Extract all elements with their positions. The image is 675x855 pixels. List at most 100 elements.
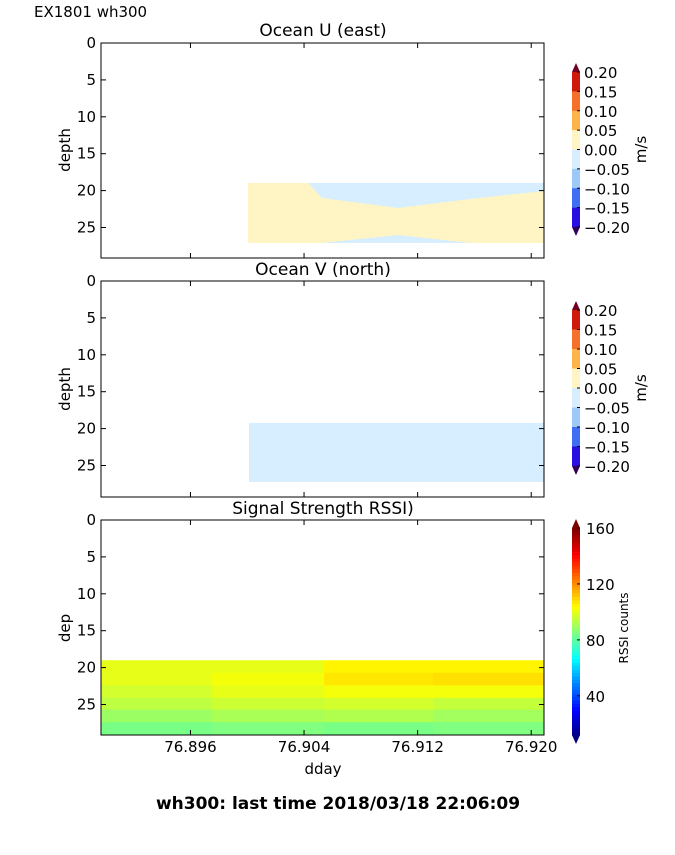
colorbar-tick-label: −0.15 xyxy=(584,200,630,218)
colorbar-band xyxy=(572,731,580,736)
colorbar-band xyxy=(572,717,580,722)
colorbar-extend-bottom xyxy=(572,735,580,744)
panel-ocean-u: Ocean U (east) depth xyxy=(56,21,545,259)
y-tick-label: 5 xyxy=(86,71,96,89)
colorbar-band xyxy=(572,600,580,605)
y-tick-label: 15 xyxy=(77,145,96,163)
colorbar-band xyxy=(572,579,580,584)
heatmap-cell xyxy=(433,660,545,674)
y-tick-label: 5 xyxy=(86,548,96,566)
colorbar-band xyxy=(572,572,580,577)
colorbar-tick-label: −0.05 xyxy=(584,161,630,179)
colorbar-tick-label: 0.10 xyxy=(584,341,617,359)
colorbar-band xyxy=(572,349,580,369)
colorbar-tick-label: 0.00 xyxy=(584,380,617,398)
colorbar-label: m/s xyxy=(632,374,650,402)
heatmap-cell xyxy=(101,685,213,699)
contour-region-neg0.05-to-0 xyxy=(249,423,544,482)
x-tick-label: 76.912 xyxy=(391,738,444,756)
colorbar-band xyxy=(572,388,580,408)
y-tick-label: 20 xyxy=(77,659,96,677)
colorbar-band xyxy=(572,130,580,150)
colorbar-tick-label: −0.05 xyxy=(584,400,630,418)
y-axis-label: depth xyxy=(56,128,74,172)
heatmap-cell xyxy=(433,722,545,735)
heatmap-cell xyxy=(323,660,434,674)
y-tick-label: 15 xyxy=(77,622,96,640)
y-tick-label: 10 xyxy=(77,346,96,364)
heatmap-cell xyxy=(211,685,325,699)
colorbar-band xyxy=(572,714,580,719)
colorbar-band xyxy=(572,676,580,681)
colorbar-band xyxy=(572,207,580,228)
x-tick-label: 76.896 xyxy=(164,738,217,756)
heatmap-cell xyxy=(323,722,434,735)
colorbar-extend-bottom xyxy=(572,227,580,236)
heatmap-cell xyxy=(433,697,545,711)
colorbar-tick-label: 40 xyxy=(586,688,605,706)
colorbar-band xyxy=(572,614,580,619)
heatmap-cell xyxy=(101,697,213,711)
colorbar-band xyxy=(572,446,580,467)
x-axis-label: dday xyxy=(304,760,341,778)
colorbar-band xyxy=(572,631,580,636)
colorbar-tick-label: −0.15 xyxy=(584,439,630,457)
colorbar-band xyxy=(572,672,580,677)
heatmap-cell xyxy=(101,672,213,686)
colorbar-band xyxy=(572,693,580,698)
y-tick-label: 15 xyxy=(77,383,96,401)
plot-frame xyxy=(100,280,545,498)
colorbar-band xyxy=(572,538,580,543)
y-tick-label: 0 xyxy=(86,511,96,529)
colorbar-band xyxy=(572,690,580,695)
colorbar-band xyxy=(572,603,580,608)
y-tick-label: 25 xyxy=(77,696,96,714)
heatmap-cell xyxy=(101,660,213,674)
x-tick-label: 76.920 xyxy=(505,738,558,756)
colorbar-band xyxy=(572,628,580,632)
colorbar-band xyxy=(572,427,580,447)
heatmap-cell xyxy=(433,672,545,686)
y-tick-label: 10 xyxy=(77,585,96,603)
y-tick-label: 20 xyxy=(77,420,96,438)
colorbar-band xyxy=(572,590,580,595)
y-tick-label: 25 xyxy=(77,219,96,237)
heatmap-cell xyxy=(323,685,434,699)
colorbar-band xyxy=(572,565,580,570)
contour-region-neg0.05-to-0-upper xyxy=(308,183,544,208)
colorbar-tick-label: 160 xyxy=(586,520,615,538)
colorbar-band xyxy=(572,576,580,581)
colorbar-band xyxy=(572,91,580,112)
colorbar-band xyxy=(572,310,580,330)
colorbar-band xyxy=(572,110,580,131)
colorbar-band xyxy=(572,569,580,574)
colorbar-band xyxy=(572,700,580,705)
colorbar-band xyxy=(572,679,580,684)
colorbar-band xyxy=(572,624,580,629)
suptitle: wh300: last time 2018/03/18 22:06:09 xyxy=(156,794,520,814)
panel-ocean-v: Ocean V (north) depth xyxy=(56,260,545,498)
colorbar-band xyxy=(572,621,580,626)
colorbar-band xyxy=(572,638,580,643)
plot-frame xyxy=(100,42,545,259)
colorbar-band xyxy=(572,407,580,428)
colorbar-extend-top xyxy=(572,519,580,528)
colorbar-band xyxy=(572,562,580,567)
colorbar-band xyxy=(572,531,580,536)
colorbar-band xyxy=(572,607,580,612)
colorbar-tick-label: 0.10 xyxy=(584,103,617,121)
heatmap-cell xyxy=(211,709,325,723)
colorbar-tick-label: −0.10 xyxy=(584,180,630,198)
colorbar-band xyxy=(572,593,580,598)
colorbars: 0.200.150.100.050.00−0.05−0.10−0.15−0.20… xyxy=(572,63,650,744)
panel-title: Ocean V (north) xyxy=(255,260,391,280)
y-tick-label: 20 xyxy=(77,182,96,200)
colorbar-band xyxy=(572,149,580,170)
x-tick-label: 76.904 xyxy=(278,738,331,756)
colorbar-tick-label: 0.15 xyxy=(584,83,617,101)
heatmap-cell xyxy=(433,709,545,723)
colorbar-band xyxy=(572,559,580,563)
colorbar-band xyxy=(572,697,580,701)
